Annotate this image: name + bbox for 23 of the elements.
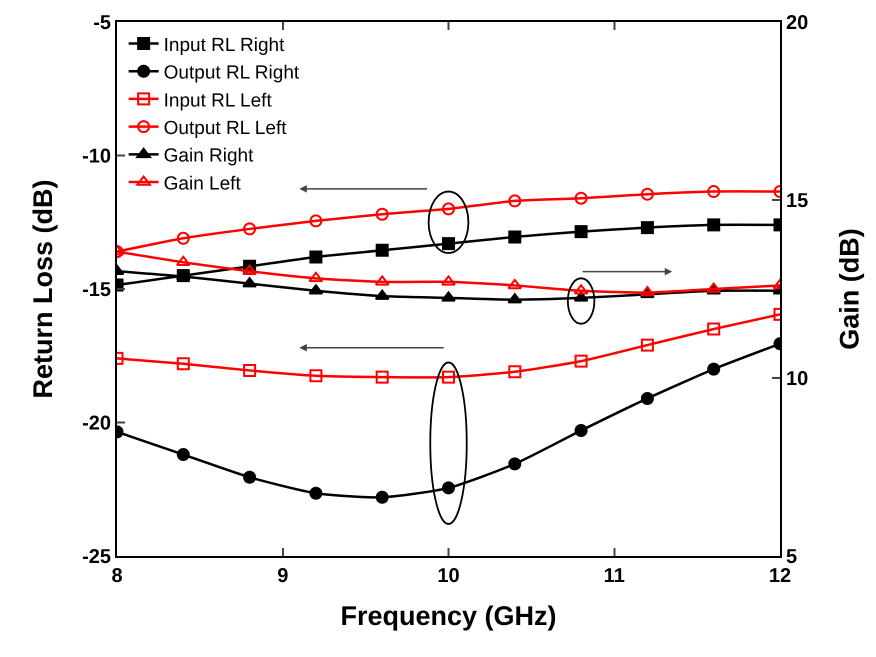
legend-label: Input RL Left: [164, 90, 272, 112]
legend-label: Output RL Left: [164, 118, 288, 140]
x-tick-label: 11: [604, 565, 625, 587]
y-tick-label: -20: [82, 412, 111, 434]
y2-tick-label: 20: [786, 12, 808, 34]
x-tick-label: 12: [768, 565, 792, 587]
y2-tick-label: 10: [786, 368, 808, 390]
y-tick-label: -10: [82, 146, 111, 168]
y2-axis-title: Gain (dB): [834, 228, 864, 350]
x-axis-title: Frequency (GHz): [340, 600, 557, 631]
x-tick-label: 10: [437, 565, 460, 587]
legend-label: Output RL Right: [164, 62, 300, 84]
x-tick-label: 9: [277, 565, 288, 587]
y-tick-label: -25: [82, 546, 111, 568]
y2-tick-label: 15: [786, 190, 808, 212]
legend-label: Gain Right: [164, 146, 254, 167]
legend-label: Gain Left: [164, 173, 242, 194]
y-tick-label: -5: [93, 12, 111, 34]
y-axis-title: Return Loss (dB): [28, 180, 58, 398]
x-tick-label: 8: [111, 565, 123, 587]
y-tick-label: -15: [82, 279, 111, 301]
legend-label: Input RL Right: [164, 34, 286, 56]
y2-tick-label: 5: [786, 546, 798, 568]
